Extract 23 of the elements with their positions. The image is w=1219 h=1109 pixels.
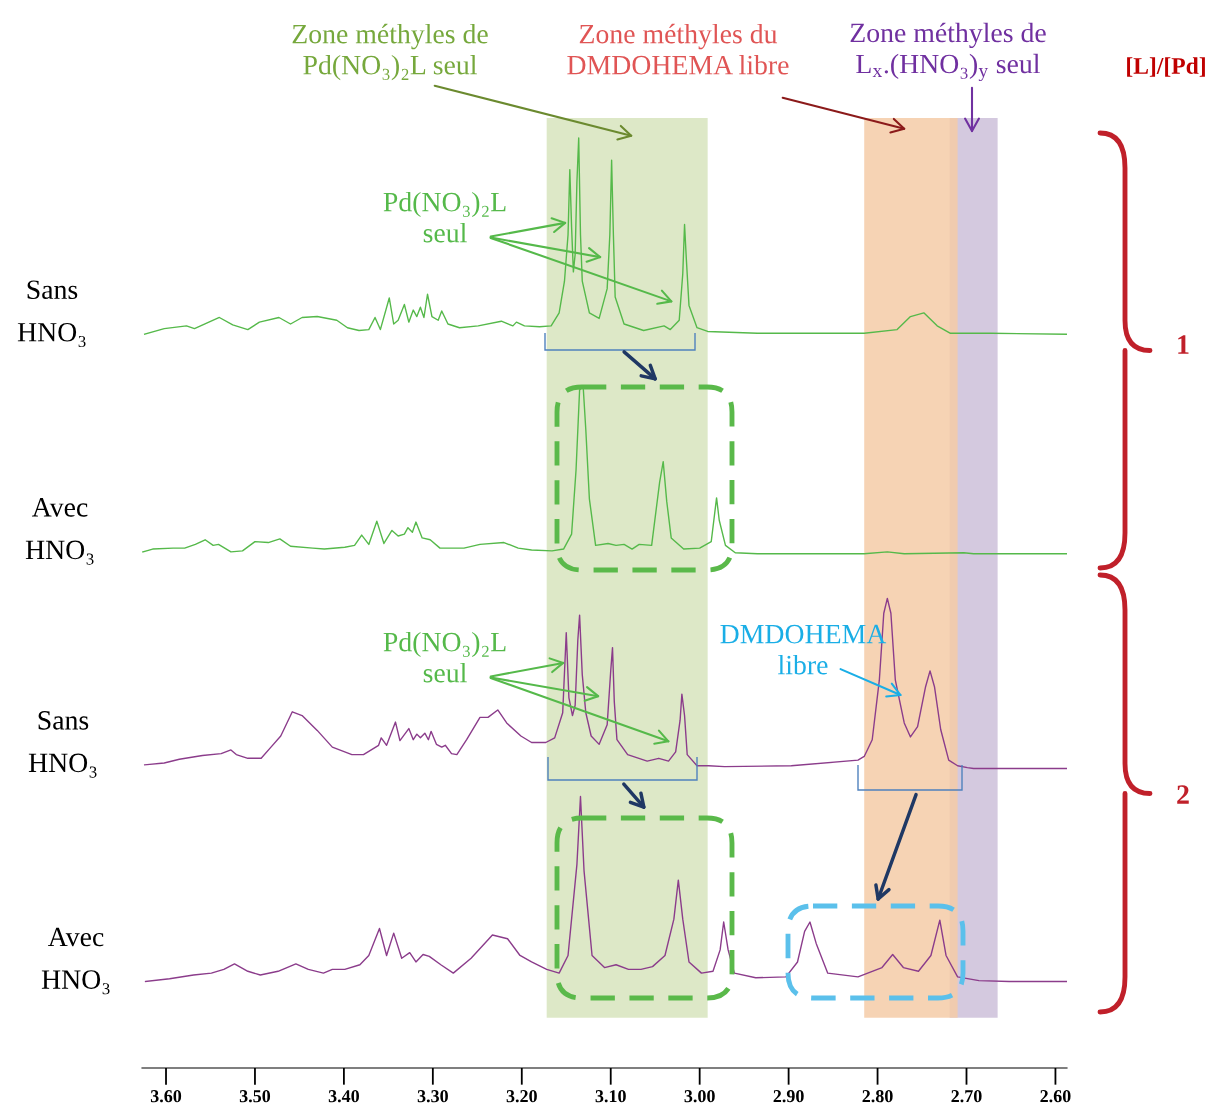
x-tick-label: 3.10 (595, 1090, 626, 1103)
text: 1 (1178, 335, 1189, 354)
text: [L]/[Pd] (1127, 57, 1205, 77)
text: 2 (1177, 785, 1189, 804)
text: Sans HNO₃ (17, 280, 86, 348)
x-tick-label: 3.20 (506, 1090, 537, 1103)
series-label: Avec HNO₃ (41, 927, 110, 995)
x-tick-label: 2.70 (951, 1090, 982, 1103)
series-label: Avec HNO₃ (25, 498, 94, 565)
x-tick-label: 2.60 (1040, 1090, 1071, 1103)
x-tick-label: 3.40 (328, 1090, 360, 1103)
annotation: Pd(NO₃)₂L seul (383, 191, 506, 243)
x-tick-label: 2.80 (862, 1090, 893, 1103)
text: Zone méthyles de Pd(NO₃)₂L seul (292, 23, 488, 81)
x-tick-label: 3.30 (417, 1090, 448, 1103)
x-tick-label: 2.90 (773, 1090, 804, 1103)
x-tick-label: 3.00 (684, 1090, 715, 1103)
text: Zone méthyles du DMDOHEMA libre (567, 23, 789, 75)
annotation: Pd(NO₃)₂L seul (383, 631, 506, 683)
x-tick-label: 3.60 (150, 1090, 182, 1103)
series-label: Sans HNO₃ (28, 711, 97, 778)
x-tick-label: 3.50 (239, 1090, 271, 1103)
text: Zone méthyles de L$_{x}$.(HNO₃)$_{y}$ seul (850, 22, 1046, 82)
